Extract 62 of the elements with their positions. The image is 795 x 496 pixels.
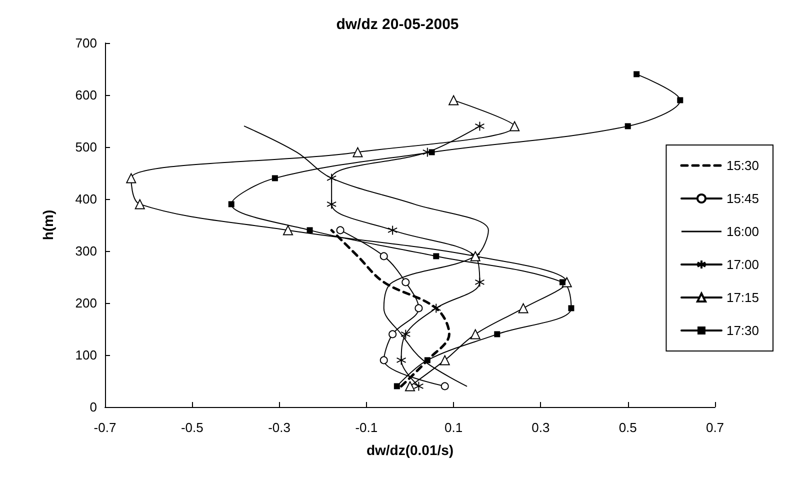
point — [394, 383, 400, 390]
point — [428, 149, 435, 156]
point — [470, 329, 480, 340]
point — [272, 175, 278, 182]
point — [440, 355, 450, 366]
y-tick-label: 500 — [75, 140, 97, 154]
legend-label: 17:15 — [726, 290, 760, 305]
point — [440, 382, 449, 390]
point — [518, 303, 528, 314]
point — [405, 381, 415, 392]
x-axis-title: dw/dz(0.01/s) — [366, 442, 454, 458]
point — [474, 121, 485, 132]
y-tick-label: 100 — [75, 348, 97, 362]
y-tick-label: 400 — [75, 192, 97, 206]
point — [336, 226, 344, 234]
point — [414, 304, 423, 312]
y-tick-label: 0 — [90, 400, 97, 414]
x-tick-label: -0.1 — [355, 420, 378, 435]
x-tick-label: -0.7 — [94, 420, 116, 435]
point — [326, 199, 337, 210]
legend-label: 17:30 — [726, 323, 760, 338]
chart-title: dw/dz 20-05-2005 — [336, 16, 459, 33]
y-axis-title: h(m) — [40, 210, 56, 240]
y-tick-label: 300 — [75, 244, 97, 258]
point — [634, 71, 640, 78]
y-tick-label: 700 — [75, 36, 97, 50]
point — [326, 173, 337, 184]
point — [380, 252, 388, 260]
x-tick-label: 0.5 — [618, 420, 637, 435]
point — [510, 121, 520, 132]
legend-label: 15:45 — [726, 191, 760, 206]
x-tick-label: 0.1 — [444, 420, 463, 435]
point — [126, 173, 136, 184]
point — [306, 227, 313, 234]
x-tick-label: -0.3 — [268, 420, 290, 435]
point — [433, 253, 440, 260]
point — [388, 330, 397, 338]
point — [352, 147, 363, 158]
point — [474, 277, 485, 288]
legend-label: 16:00 — [726, 224, 760, 239]
point — [228, 201, 234, 208]
point — [494, 331, 500, 338]
point — [677, 97, 684, 104]
y-tick-label: 200 — [75, 296, 97, 310]
point — [388, 225, 398, 236]
x-tick-label: 0.7 — [706, 420, 724, 435]
x-tick-label: 0.3 — [532, 420, 550, 435]
point — [402, 278, 410, 286]
point — [568, 305, 574, 312]
legend-label: 15:30 — [726, 158, 760, 173]
point — [400, 329, 411, 340]
point — [448, 95, 459, 106]
point — [396, 355, 406, 366]
x-tick-label: -0.5 — [180, 420, 204, 435]
y-tick-label: 600 — [75, 88, 97, 102]
point — [283, 225, 293, 236]
point — [560, 279, 566, 286]
legend-label: 17:00 — [726, 257, 760, 272]
point — [624, 123, 631, 130]
point — [380, 356, 388, 364]
point — [414, 381, 424, 392]
point — [134, 199, 145, 210]
